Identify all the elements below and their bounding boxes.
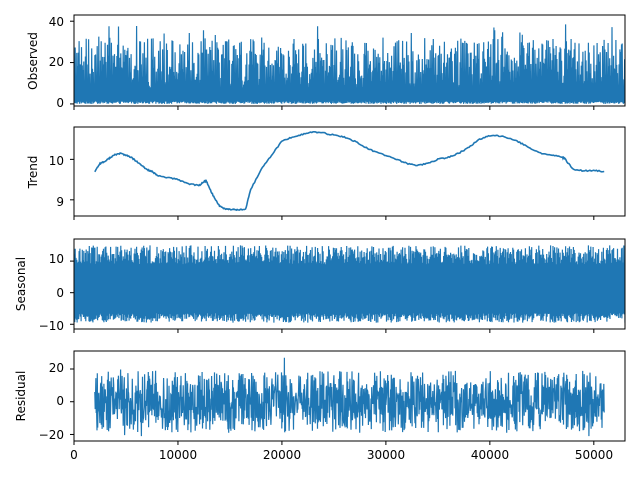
seasonal-ytick-label: 10 xyxy=(49,252,64,266)
seasonal-line xyxy=(74,245,625,323)
residual-axes-frame xyxy=(73,350,626,442)
x-tick-label: 50000 xyxy=(575,448,613,462)
x-tick-label: 10000 xyxy=(159,448,197,462)
seasonal-ytick-label: 0 xyxy=(56,286,64,300)
observed-panel: Observed 0 20 40 xyxy=(26,14,626,110)
seasonal-series xyxy=(74,245,625,323)
residual-ytick-label: 0 xyxy=(56,394,64,408)
observed-ylabel: Observed xyxy=(26,32,40,90)
residual-series xyxy=(94,357,605,437)
residual-panel: Residual −20 0 20 0 10000 20000 30000 40… xyxy=(14,350,626,462)
observed-ytick-label: 0 xyxy=(56,96,64,110)
trend-ytick-label: 10 xyxy=(49,154,64,168)
seasonal-ylabel: Seasonal xyxy=(14,257,28,311)
x-tick-label: 30000 xyxy=(367,448,405,462)
x-tick-label: 40000 xyxy=(471,448,509,462)
seasonal-ytick-label: −10 xyxy=(39,319,64,333)
observed-axes-frame xyxy=(73,14,626,107)
seasonal-axes-frame xyxy=(73,238,626,330)
observed-ytick-label: 40 xyxy=(49,15,64,29)
seasonal-panel: Seasonal −10 0 10 xyxy=(14,238,626,333)
trend-line xyxy=(94,131,605,212)
trend-series xyxy=(94,131,605,212)
residual-ytick-label: 20 xyxy=(49,361,64,375)
observed-series xyxy=(74,24,625,104)
observed-line xyxy=(74,24,625,104)
x-tick-label: 0 xyxy=(70,448,78,462)
trend-ytick-label: 9 xyxy=(56,195,64,209)
residual-ytick-label: −20 xyxy=(39,428,64,442)
residual-ylabel: Residual xyxy=(14,371,28,422)
trend-panel: Trend 9 10 xyxy=(26,126,626,220)
trend-axes-frame xyxy=(73,126,626,217)
trend-ylabel: Trend xyxy=(26,156,40,190)
residual-line xyxy=(94,357,605,437)
x-tick-label: 20000 xyxy=(263,448,301,462)
observed-ytick-label: 20 xyxy=(49,55,64,69)
